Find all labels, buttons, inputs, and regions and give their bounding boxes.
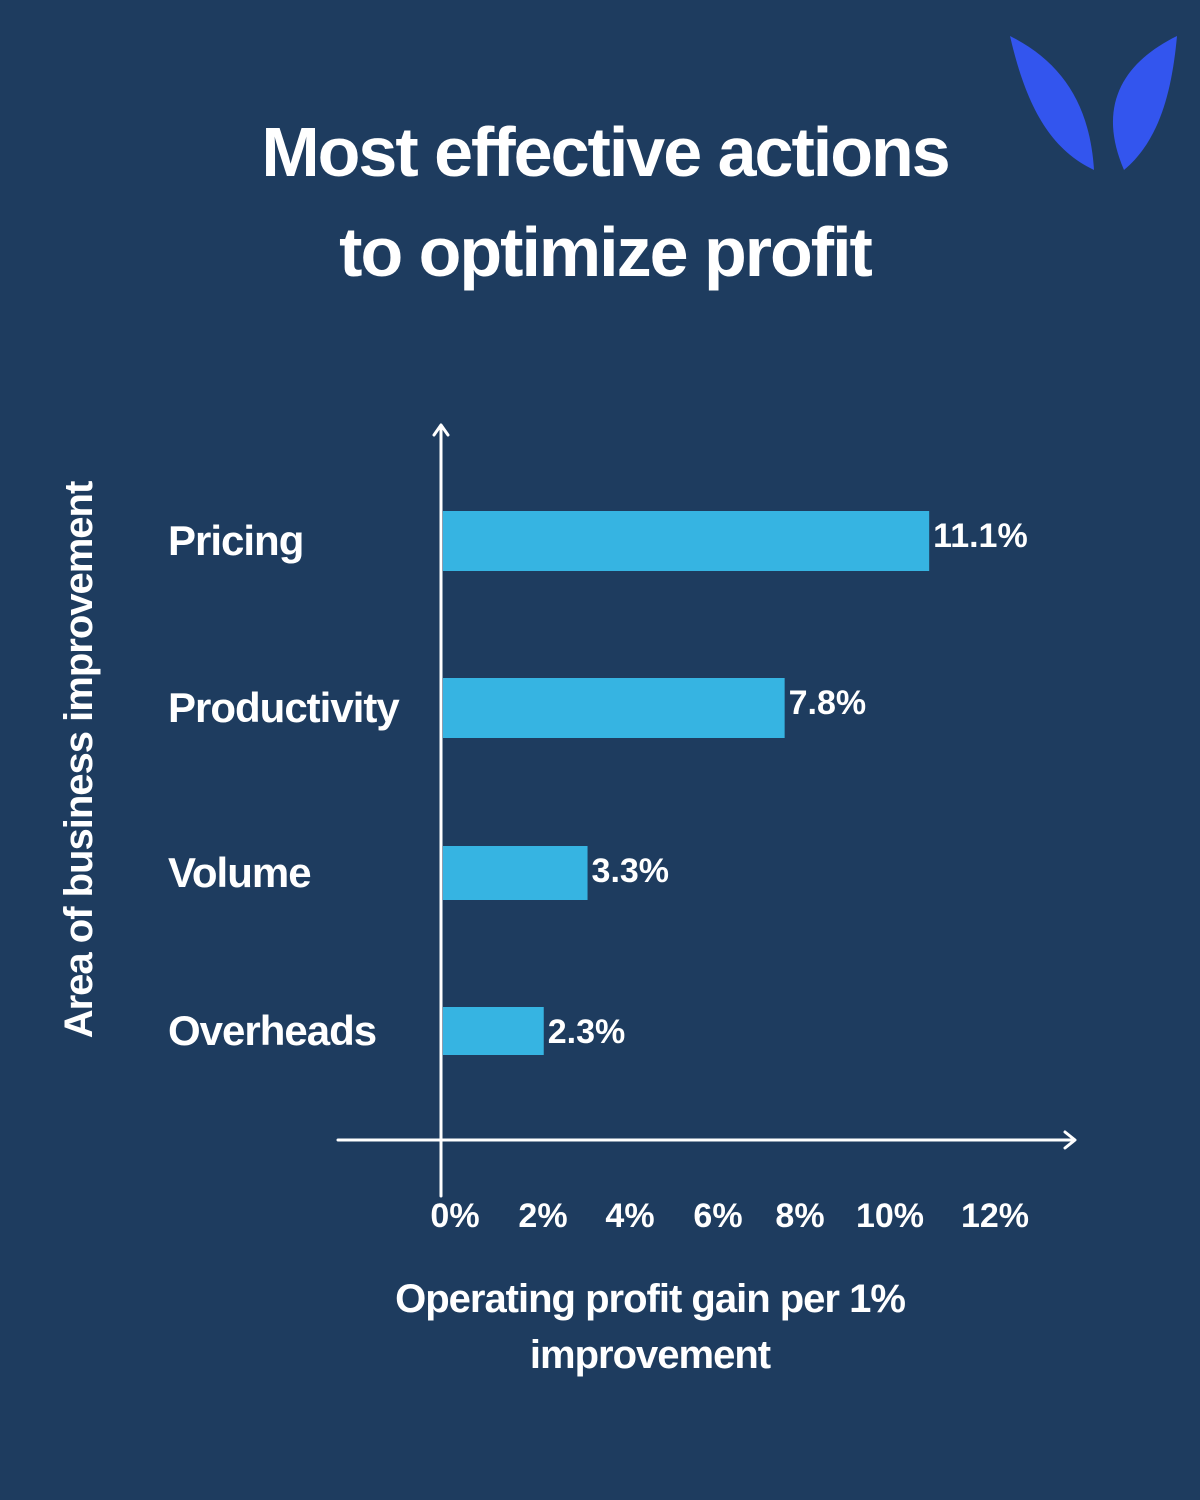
bar-productivity — [443, 678, 785, 738]
category-label-overheads: Overheads — [168, 1007, 376, 1054]
x-tick-label: 4% — [605, 1197, 654, 1235]
bar-pricing — [443, 511, 930, 571]
value-label-overheads: 2.3% — [548, 1013, 626, 1051]
category-label-productivity: Productivity — [168, 684, 400, 731]
category-labels: Pricing Productivity Volume Overheads — [168, 517, 401, 1054]
category-label-volume: Volume — [168, 849, 311, 896]
butterfly-logo-icon — [1010, 36, 1177, 170]
x-tick-label: 6% — [693, 1197, 742, 1235]
chart-title-line-1: Most effective actions — [261, 113, 948, 191]
value-label-productivity: 7.8% — [789, 684, 867, 722]
y-axis — [432, 423, 450, 1198]
chart-title-line-2: to optimize profit — [339, 213, 872, 291]
value-label-volume: 3.3% — [592, 852, 670, 890]
x-tick-label: 8% — [775, 1197, 824, 1235]
x-axis-arrow — [1063, 1130, 1077, 1150]
x-tick-label: 12% — [961, 1197, 1029, 1235]
x-tick-label: 10% — [856, 1197, 924, 1235]
bar-volume — [443, 846, 588, 900]
x-tick-label: 0% — [430, 1197, 479, 1235]
bars — [443, 511, 930, 1055]
y-axis-title: Area of business improvement — [57, 481, 101, 1038]
x-axis — [336, 1130, 1077, 1150]
bar-overheads — [443, 1007, 544, 1055]
category-label-pricing: Pricing — [168, 517, 303, 564]
x-axis-title-line-1: Operating profit gain per 1% — [395, 1277, 905, 1321]
value-label-pricing: 11.1% — [933, 517, 1028, 555]
y-axis-arrow — [432, 423, 450, 437]
value-labels: 11.1% 7.8% 3.3% 2.3% — [548, 517, 1028, 1051]
x-tick-label: 2% — [518, 1197, 567, 1235]
x-tick-labels: 0% 2% 4% 6% 8% 10% 12% — [430, 1197, 1029, 1235]
x-axis-title-line-2: improvement — [530, 1333, 771, 1377]
